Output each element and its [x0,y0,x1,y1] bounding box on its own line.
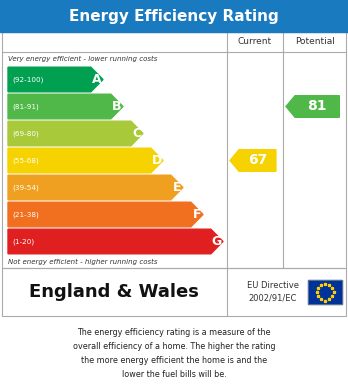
Text: Energy Efficiency Rating: Energy Efficiency Rating [69,9,279,23]
Text: C: C [132,127,142,140]
Text: (81-91): (81-91) [12,103,39,110]
Text: 2002/91/EC: 2002/91/EC [249,294,297,303]
Text: Current: Current [238,38,272,47]
Text: A: A [92,73,102,86]
Text: Not energy efficient - higher running costs: Not energy efficient - higher running co… [8,258,158,265]
Text: D: D [152,154,162,167]
Text: EU Directive: EU Directive [247,282,299,291]
Text: G: G [212,235,222,248]
Text: the more energy efficient the home is and the: the more energy efficient the home is an… [81,356,267,365]
Text: lower the fuel bills will be.: lower the fuel bills will be. [121,370,227,379]
Text: overall efficiency of a home. The higher the rating: overall efficiency of a home. The higher… [73,342,275,351]
Polygon shape [8,229,223,254]
Polygon shape [230,150,276,171]
Text: (39-54): (39-54) [12,184,39,191]
Bar [308,280,342,304]
Text: (69-80): (69-80) [12,130,39,137]
Text: (21-38): (21-38) [12,211,39,218]
Bar [308,280,342,304]
Polygon shape [286,96,339,117]
Bar [2,32,346,268]
Polygon shape [8,175,183,200]
Bar [0,0,348,32]
Polygon shape [8,121,143,146]
Text: Very energy efficient - lower running costs: Very energy efficient - lower running co… [8,56,157,62]
Polygon shape [8,94,123,119]
Text: F: F [193,208,201,221]
Text: E: E [173,181,181,194]
Polygon shape [8,67,103,92]
Bar [2,268,346,316]
Text: 81: 81 [307,99,327,113]
Text: Potential: Potential [295,38,335,47]
Text: 67: 67 [248,154,267,167]
Text: England & Wales: England & Wales [29,283,198,301]
Text: (55-68): (55-68) [12,157,39,164]
Text: B: B [112,100,122,113]
Text: (92-100): (92-100) [12,76,44,83]
Text: (1-20): (1-20) [12,238,34,245]
Polygon shape [8,202,203,227]
Text: The energy efficiency rating is a measure of the: The energy efficiency rating is a measur… [77,328,271,337]
Polygon shape [8,148,163,173]
